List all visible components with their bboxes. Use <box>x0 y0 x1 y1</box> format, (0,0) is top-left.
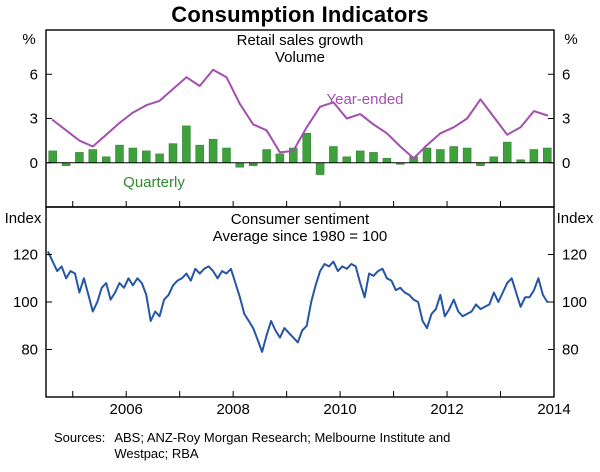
y-axis-unit-bottom-left: Index <box>4 210 42 227</box>
bar <box>369 152 378 163</box>
sources-line1: ABS; ANZ-Roy Morgan Research; Melbourne … <box>114 430 451 445</box>
x-tick-label: 2010 <box>323 401 356 418</box>
bar <box>155 153 164 163</box>
bar <box>462 147 472 164</box>
bar <box>502 141 512 164</box>
bar <box>182 125 191 164</box>
bar <box>48 150 57 163</box>
bar <box>422 147 432 164</box>
y-tick-label: 80 <box>21 342 38 359</box>
x-tick-label: 2006 <box>110 401 143 418</box>
y-tick-label: 6 <box>30 66 38 83</box>
sources-body: ABS; ANZ-Roy Morgan Research; Melbourne … <box>114 430 450 462</box>
bar <box>489 156 499 163</box>
bar <box>235 162 245 168</box>
chart-title: Consumption Indicators <box>171 2 429 27</box>
bar <box>101 156 111 163</box>
panel-title-retail: Retail sales growth Volume <box>150 32 450 66</box>
panel-subtitle-text: Volume <box>274 49 326 66</box>
panel-subtitle-text: Average since 1980 = 100 <box>212 228 388 245</box>
y-tick-label: 120 <box>562 247 587 264</box>
bars-quarterly <box>48 125 552 175</box>
panel-title-sentiment: Consumer sentiment Average since 1980 = … <box>150 211 450 245</box>
bar <box>529 149 539 164</box>
x-tick-label: 2014 <box>537 401 570 418</box>
x-tick-label: 2012 <box>430 401 463 418</box>
annotation-year-ended: Year-ended <box>326 91 404 108</box>
bar <box>142 150 151 163</box>
panel-border <box>45 206 555 398</box>
bar <box>315 162 325 175</box>
bar <box>543 147 552 164</box>
bar <box>275 153 285 163</box>
bar <box>382 158 392 163</box>
line-year-ended <box>51 68 549 160</box>
bar <box>222 147 231 164</box>
annotation-quarterly: Quarterly <box>123 174 185 191</box>
bar <box>115 144 124 164</box>
bar <box>262 149 271 164</box>
y-axis-unit-bottom-right: Index <box>556 210 594 227</box>
bar <box>329 146 338 163</box>
line-consumer-sentiment <box>47 251 549 353</box>
panel-title-text: Consumer sentiment <box>230 211 370 228</box>
y-tick-label: 3 <box>562 111 570 128</box>
y-axis-unit-top-left: % <box>22 31 36 48</box>
sources-line2: Westpac; RBA <box>114 446 199 461</box>
y-tick-label: 100 <box>13 294 38 311</box>
bar <box>75 152 84 163</box>
bar <box>88 149 98 164</box>
bar <box>449 146 458 163</box>
y-tick-label: 100 <box>562 294 587 311</box>
bar <box>436 149 445 164</box>
bar <box>128 147 138 164</box>
y-tick-label: 6 <box>562 66 570 83</box>
y-axis-unit-top-right: % <box>564 31 578 48</box>
bar <box>302 133 311 164</box>
bar <box>342 156 352 163</box>
x-tick-label: 2008 <box>216 401 249 418</box>
sources-label: Sources: <box>54 430 106 445</box>
bar <box>208 138 218 164</box>
y-tick-label: 3 <box>30 111 38 128</box>
y-tick-label: 80 <box>562 342 579 359</box>
y-tick-label: 120 <box>13 247 38 264</box>
y-tick-label: 0 <box>562 155 570 172</box>
bar <box>355 150 365 163</box>
bar <box>195 144 204 164</box>
sources-note: Sources: ABS; ANZ-Roy Morgan Research; M… <box>54 430 450 462</box>
panel-title-text: Retail sales growth <box>236 32 364 49</box>
y-tick-label: 0 <box>30 155 38 172</box>
bar <box>168 143 178 164</box>
